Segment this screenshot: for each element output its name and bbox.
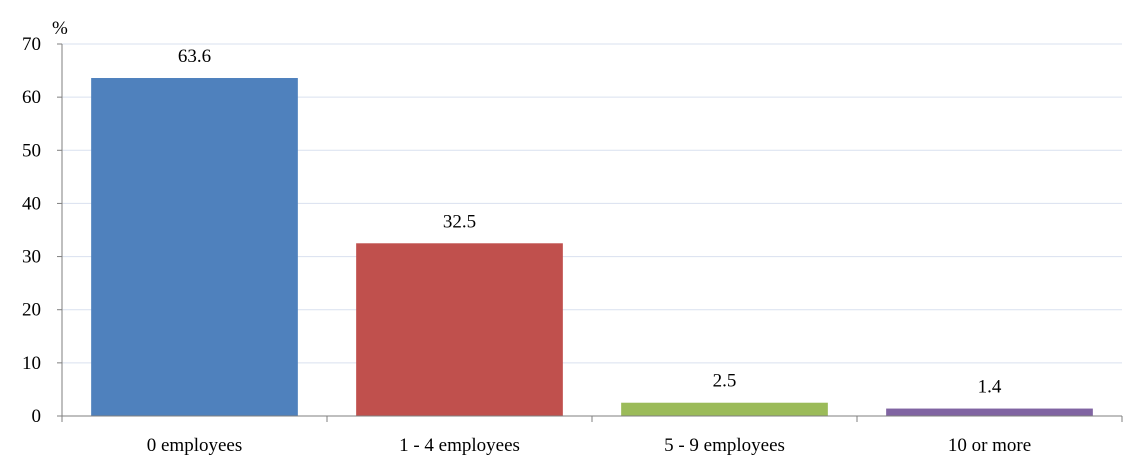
axes xyxy=(57,43,1123,422)
y-tick-label: 60 xyxy=(22,87,41,108)
data-label: 2.5 xyxy=(713,371,737,392)
y-tick-label: 30 xyxy=(22,247,41,268)
data-label: 63.6 xyxy=(178,46,211,67)
bars xyxy=(91,78,1093,417)
y-tick-label: 0 xyxy=(32,406,42,427)
x-category-label: 10 or more xyxy=(948,435,1031,456)
y-axis-unit-label: % xyxy=(52,18,68,39)
x-category-label: 5 - 9 employees xyxy=(664,435,785,456)
y-tick-label: 50 xyxy=(22,140,41,161)
labels: 0 10 20 30 40 50 60 70 63.6 0 employees 32.5 1 - 4 … xyxy=(22,34,1031,456)
bar xyxy=(91,78,298,417)
y-tick-label: 40 xyxy=(22,193,41,214)
y-tick-label: 20 xyxy=(22,300,41,321)
x-category-label: 1 - 4 employees xyxy=(399,435,520,456)
bar xyxy=(886,408,1093,416)
bar xyxy=(356,243,563,416)
bar xyxy=(621,402,828,416)
y-tick-label: 10 xyxy=(22,353,41,374)
data-label: 32.5 xyxy=(443,211,476,232)
y-tick-label: 70 xyxy=(22,34,41,55)
x-category-label: 0 employees xyxy=(147,435,243,456)
data-label: 1.4 xyxy=(978,377,1002,398)
